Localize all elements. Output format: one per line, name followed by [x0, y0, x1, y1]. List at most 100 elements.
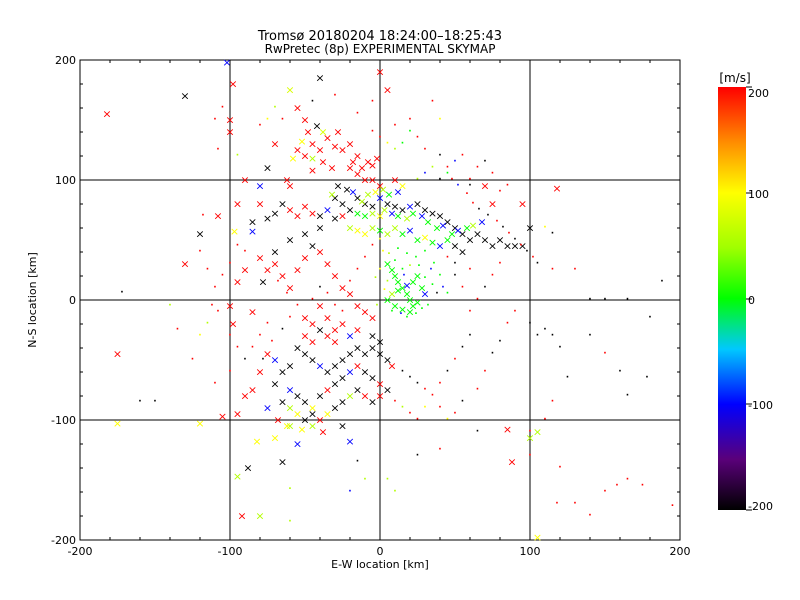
data-point-dot: · [416, 415, 419, 425]
data-point-dot: · [393, 145, 396, 155]
data-point-cross: × [228, 78, 237, 91]
data-point-dot: · [426, 301, 429, 311]
data-point-cross: × [458, 246, 467, 259]
data-point-cross: × [300, 228, 309, 241]
data-point-cross: × [383, 384, 392, 397]
data-point-dot: · [276, 277, 279, 287]
data-point-cross: × [533, 426, 542, 439]
data-point-dot: · [453, 259, 456, 269]
data-point-dot: · [588, 295, 591, 305]
data-point-cross: × [315, 72, 324, 85]
data-point-dot: · [363, 253, 366, 263]
data-point-dot: · [266, 115, 269, 125]
data-point-cross: × [270, 378, 279, 391]
data-point-cross: × [308, 207, 317, 220]
data-point-cross: × [288, 152, 297, 165]
data-point-cross: × [330, 270, 339, 283]
data-point-cross: × [323, 366, 332, 379]
data-point-cross: × [413, 198, 422, 211]
data-point-dot: · [525, 247, 528, 257]
data-point-cross: × [375, 390, 384, 403]
data-point-dot: · [363, 475, 366, 485]
data-point-dot: · [446, 163, 449, 173]
data-point-cross: × [270, 207, 279, 220]
data-point-dot: · [371, 241, 374, 251]
data-point-cross: × [468, 219, 477, 232]
data-point-cross: × [384, 188, 393, 201]
data-point-dot: · [228, 367, 231, 377]
data-point-cross: × [323, 204, 332, 217]
data-point-dot: · [423, 403, 426, 413]
data-point-cross: × [300, 396, 309, 409]
data-point-cross: × [480, 180, 489, 193]
data-point-dot: · [393, 121, 396, 131]
colorbar-tick-1: 100 [748, 188, 769, 201]
data-point-cross: × [398, 228, 407, 241]
data-point-cross: × [495, 234, 504, 247]
data-point-cross: × [420, 231, 429, 244]
data-point-cross: × [375, 348, 384, 361]
data-point-dot: · [318, 283, 321, 293]
data-point-dot: · [423, 385, 426, 395]
data-point-cross: × [503, 423, 512, 436]
data-point-cross: × [368, 222, 377, 235]
data-point-cross: × [525, 222, 534, 235]
ytick-label-2: 0 [69, 294, 76, 307]
data-point-cross: × [438, 219, 447, 232]
data-point-cross: × [387, 207, 396, 220]
data-point-dot: · [453, 157, 456, 167]
data-point-cross: × [300, 348, 309, 361]
data-point-dot: · [414, 309, 417, 319]
data-point-dot: · [251, 343, 254, 353]
data-point-cross: × [318, 156, 327, 169]
data-point-cross: × [225, 114, 234, 127]
data-point-dot: · [416, 133, 419, 143]
data-point-cross: × [233, 470, 242, 483]
data-point-cross: × [378, 183, 387, 196]
data-point-dot: · [588, 511, 591, 521]
data-point-dot: · [408, 115, 411, 125]
data-point-dot: · [371, 127, 374, 137]
data-point-cross: × [308, 420, 317, 433]
data-point-dot: · [431, 281, 434, 291]
data-point-cross: × [233, 198, 242, 211]
data-point-cross: × [342, 183, 351, 196]
data-point-cross: × [518, 240, 527, 253]
data-point-dot: · [543, 223, 546, 233]
chart-title: Tromsø 20180204 18:24:00–18:25:43 [257, 29, 502, 44]
data-point-dot: · [281, 115, 284, 125]
data-point-cross: × [462, 222, 471, 235]
xtick-label-3: 100 [520, 545, 541, 558]
data-point-dot: · [168, 301, 171, 311]
data-point-dot: · [405, 313, 408, 323]
data-point-cross: × [327, 162, 336, 175]
data-point-dot: · [198, 247, 201, 257]
data-point-dot: · [441, 283, 444, 293]
data-point-dot: · [176, 325, 179, 335]
data-point-cross: × [263, 348, 272, 361]
data-point-dot: · [476, 427, 479, 437]
data-point-cross: × [270, 432, 279, 445]
data-point-cross: × [113, 417, 122, 430]
data-point-dot: · [528, 451, 531, 461]
data-point-cross: × [363, 156, 372, 169]
data-point-cross: × [180, 90, 189, 103]
data-point-dot: · [386, 277, 389, 287]
data-point-cross: × [338, 318, 347, 331]
colorbar-label: [m/s] [719, 71, 750, 85]
data-point-cross: × [398, 204, 407, 217]
x-axis-label: E-W location [km] [331, 558, 429, 571]
data-point-dot: · [603, 487, 606, 497]
data-point-cross: × [480, 234, 489, 247]
data-point-cross: × [345, 138, 354, 151]
data-point-cross: × [323, 330, 332, 343]
data-point-cross: × [213, 210, 222, 223]
data-point-cross: × [417, 282, 426, 295]
data-point-cross: × [413, 234, 422, 247]
data-point-dot: · [468, 307, 471, 317]
data-point-dot: · [432, 259, 435, 269]
data-point-dot: · [491, 169, 494, 179]
data-point-cross: × [315, 210, 324, 223]
data-point-dot: · [446, 289, 449, 299]
data-point-dot: · [401, 139, 404, 149]
